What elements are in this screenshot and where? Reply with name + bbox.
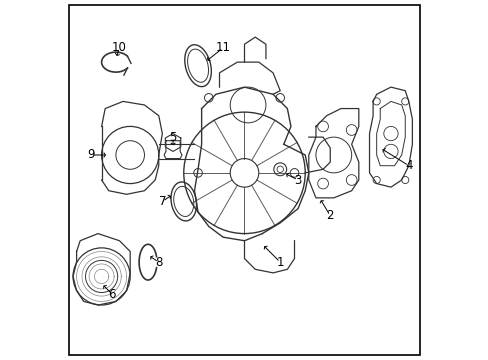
Text: 11: 11 <box>215 41 230 54</box>
Text: 8: 8 <box>155 256 162 269</box>
Text: 2: 2 <box>326 209 333 222</box>
Text: 4: 4 <box>404 159 412 172</box>
Text: 3: 3 <box>294 174 301 186</box>
Text: 1: 1 <box>276 256 284 269</box>
Text: 5: 5 <box>169 131 176 144</box>
Text: 6: 6 <box>108 288 116 301</box>
Text: 10: 10 <box>112 41 127 54</box>
Text: 7: 7 <box>158 195 166 208</box>
Text: 9: 9 <box>87 148 95 162</box>
